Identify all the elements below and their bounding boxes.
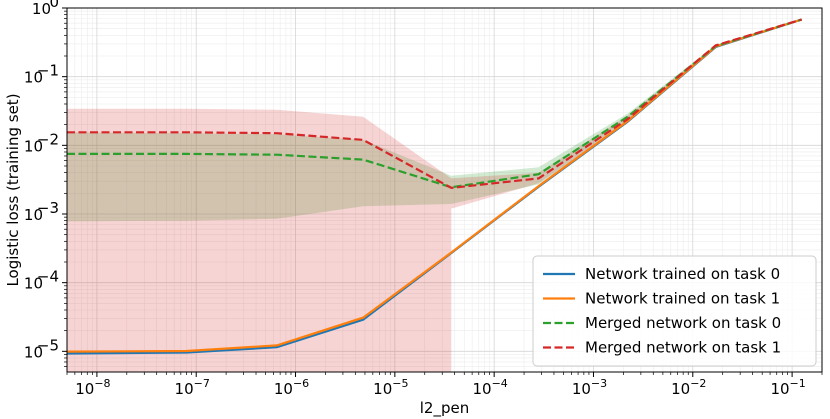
band-series-3 <box>67 19 802 372</box>
y-tick-label: 10 <box>24 69 43 87</box>
y-tick-exponent: −4 <box>37 268 59 286</box>
y-tick-label: 10 <box>32 0 51 18</box>
x-tick-label: 10−3 <box>572 377 607 398</box>
plot-frame <box>66 7 823 373</box>
x-tick-label: 10−1 <box>770 377 805 398</box>
x-axis-ticks: 10−8 10−7 10−6 10−5 10−4 10−3 10−2 10−1 <box>66 372 823 398</box>
y-tick-label: 10 <box>24 206 43 224</box>
series-lines <box>66 18 803 355</box>
y-tick-label: 10 <box>24 343 43 361</box>
y-axis-label: Logistic loss (training set) <box>4 93 22 286</box>
legend-box <box>532 255 817 367</box>
x-tick-label: 10−8 <box>75 377 110 398</box>
y-tick-exponent: 0 <box>49 0 59 11</box>
x-tick-label: 10−7 <box>175 377 210 398</box>
legend-label-3: Merged network on task 1 <box>585 339 781 357</box>
x-tick-label: 10−2 <box>671 377 706 398</box>
legend-label-1: Network trained on task 1 <box>585 290 780 308</box>
x-axis-label: l2_pen <box>420 399 469 418</box>
x-tick-label: 10−5 <box>373 377 408 398</box>
series-line-3 <box>67 18 803 190</box>
x-tick-label: 10−6 <box>274 377 309 398</box>
legend: Network trained on task 0 Network trained… <box>532 255 817 367</box>
x-tick-label: 10−4 <box>473 377 508 398</box>
confidence-bands <box>67 19 802 372</box>
grid-minor <box>66 8 823 372</box>
y-tick-exponent: −5 <box>37 336 59 354</box>
y-tick-exponent: −3 <box>37 199 59 217</box>
y-tick-label: 10 <box>24 137 43 155</box>
y-tick-label: 10 <box>24 275 43 293</box>
y-tick-exponent: −2 <box>37 130 59 148</box>
legend-label-2: Merged network on task 0 <box>585 314 781 332</box>
band-series-2 <box>67 19 802 222</box>
y-tick-exponent: −1 <box>37 62 59 80</box>
legend-label-0: Network trained on task 0 <box>585 265 780 283</box>
